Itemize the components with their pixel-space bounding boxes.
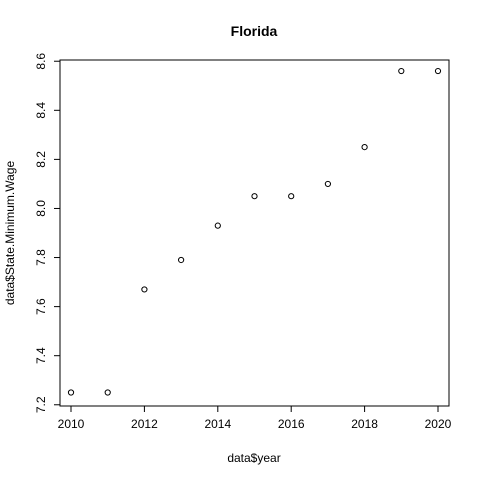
y-tick-label: 8.4 — [34, 102, 48, 119]
data-point — [104, 389, 111, 396]
y-tick-label: 7.8 — [34, 249, 48, 266]
y-tick-label: 8.2 — [34, 151, 48, 168]
x-tick-label: 2020 — [425, 417, 452, 431]
data-point — [324, 180, 331, 188]
y-tick-label: 7.6 — [34, 298, 48, 315]
data-point — [214, 222, 221, 229]
y-axis: 7.2 7.4 7.6 7.8 8.0 8.2 8.4 8.6 — [34, 53, 61, 413]
data-point — [288, 193, 295, 200]
data-point — [361, 144, 368, 151]
y-tick-label: 7.2 — [34, 396, 48, 413]
data-point — [67, 389, 75, 396]
x-axis-label: data$year — [227, 451, 280, 465]
data-point — [178, 256, 185, 264]
chart-title: Florida — [231, 23, 278, 39]
data-point — [251, 193, 258, 200]
x-tick-label: 2010 — [58, 417, 85, 431]
y-axis-label: data$State.Minimum.Wage — [3, 161, 17, 306]
y-tick-label: 8.0 — [34, 200, 48, 217]
x-tick-label: 2014 — [204, 417, 231, 431]
x-axis: 2010 2012 2014 2016 2018 2020 — [58, 405, 452, 431]
data-points — [67, 67, 442, 396]
y-tick-label: 7.4 — [34, 347, 48, 364]
y-tick-label: 8.6 — [34, 53, 48, 70]
x-tick-label: 2016 — [278, 417, 305, 431]
data-point — [141, 286, 148, 293]
x-tick-label: 2018 — [351, 417, 378, 431]
data-point — [434, 67, 442, 75]
x-tick-label: 2012 — [131, 417, 158, 431]
plot-frame — [59, 59, 450, 407]
data-point — [398, 67, 405, 75]
